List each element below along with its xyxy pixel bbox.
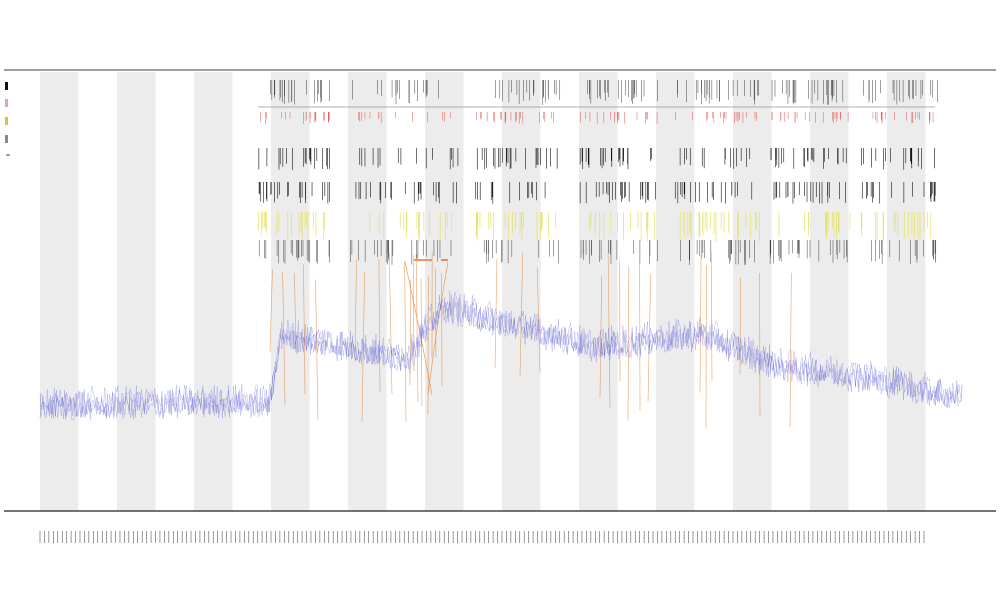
- signal-line-1: [39, 301, 963, 417]
- legend-swatch-1: [5, 82, 8, 90]
- band-3: [194, 72, 233, 511]
- legend-swatch-3: [5, 117, 8, 125]
- peak-line: [647, 274, 652, 402]
- event-rug-tracks: [258, 80, 938, 265]
- peak-line: [607, 252, 611, 409]
- peak-line: [536, 267, 541, 373]
- peak-line: [354, 259, 357, 360]
- peak-line: [413, 255, 415, 372]
- peak-line: [627, 266, 630, 421]
- band-6: [425, 72, 464, 511]
- band-1: [40, 72, 79, 511]
- peak-line: [303, 264, 306, 395]
- peak-line: [315, 279, 319, 421]
- legend: [5, 82, 10, 156]
- peak-line: [282, 272, 286, 405]
- peak-line: [361, 271, 365, 422]
- band-9: [656, 72, 695, 511]
- peak-curve-1: [404, 261, 433, 396]
- band-2: [117, 72, 156, 511]
- signal-series: [39, 291, 963, 421]
- peak-line: [404, 260, 407, 422]
- peak-line: [710, 251, 713, 381]
- band-5: [348, 72, 387, 511]
- peak-line: [294, 272, 297, 354]
- background-bands: [40, 72, 926, 511]
- peak-line: [789, 272, 792, 428]
- legend-swatch-2: [5, 99, 8, 107]
- legend-swatch-4: [5, 135, 8, 143]
- peak-curve-2: [427, 261, 449, 396]
- peak-line: [378, 259, 381, 392]
- signal-line-3: [39, 291, 963, 421]
- peak-line: [415, 253, 419, 402]
- band-10: [733, 72, 772, 511]
- peak-line: [519, 252, 524, 376]
- x-tick-labels: [39, 531, 925, 543]
- peak-line: [269, 268, 273, 353]
- peak-line: [494, 258, 498, 369]
- band-8: [579, 72, 618, 511]
- peak-line: [699, 257, 702, 393]
- peak-line: [599, 275, 603, 398]
- band-4: [271, 72, 310, 511]
- band-12: [887, 72, 926, 511]
- signal-line-2: [39, 296, 963, 420]
- peak-line: [409, 279, 412, 385]
- peak-line: [435, 268, 437, 358]
- peak-lines: [269, 251, 792, 429]
- band-7: [502, 72, 541, 511]
- peak-line: [388, 253, 393, 395]
- band-11: [810, 72, 849, 511]
